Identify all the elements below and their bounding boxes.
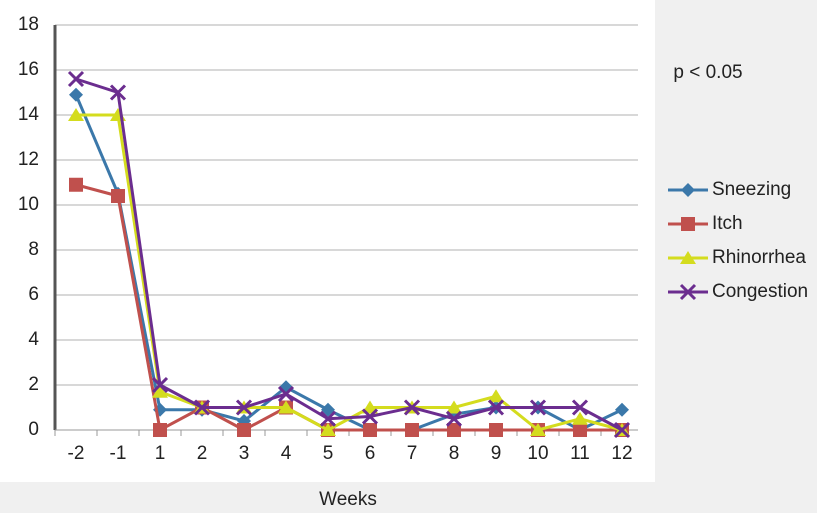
y-tick-label: 16 [18,59,39,80]
data-point [111,189,125,203]
data-point [488,389,504,403]
x-tick-label: -1 [110,443,127,464]
data-point [613,421,631,439]
data-point [319,410,337,427]
legend-label: Sneezing [712,179,791,200]
data-point [573,423,587,437]
data-point [69,87,83,102]
data-point [152,384,168,398]
data-point [151,376,169,394]
data-point [67,70,85,88]
series-line [75,77,623,432]
x-tick-label: 1 [155,443,166,464]
data-point [572,411,588,425]
legend-label: Itch [712,213,743,234]
data-point [68,108,84,121]
data-point [361,408,379,425]
data-point [193,399,211,416]
data-point [363,423,377,437]
x-tick-label: 8 [449,443,460,464]
data-point [235,399,253,416]
y-tick-label: 14 [18,104,40,125]
data-point [487,399,505,416]
data-point [571,399,589,416]
x-tick-label: 9 [491,443,502,464]
legend-marker [680,251,696,264]
x-tick-label: 6 [365,443,376,464]
x-tick-label: 2 [197,443,208,464]
x-tick-label: 7 [407,443,418,464]
data-point [489,423,503,437]
x-tick-label: -2 [68,443,85,464]
x-tick-label: 12 [611,443,632,464]
legend-label: Congestion [712,281,808,302]
data-point [405,423,419,437]
data-point [237,423,251,437]
x-tick-label: 4 [281,443,292,464]
y-tick-label: 18 [18,14,39,35]
data-point [362,400,378,414]
x-axis-label: Weeks [319,489,377,510]
legend-marker [679,283,697,301]
data-point [278,400,294,414]
y-tick-label: 2 [28,374,39,395]
legend-marker [681,217,695,231]
x-tick-label: 5 [323,443,334,464]
y-tick-label: 12 [18,149,39,170]
legend-label: Rhinorrhea [712,247,806,268]
annotation: p < 0.05 [673,62,742,83]
y-tick-label: 8 [28,239,39,260]
data-point [447,423,461,437]
data-point [69,177,83,192]
x-tick-label: 11 [570,443,590,464]
data-point [403,399,421,416]
data-point [529,399,547,416]
data-point [320,423,336,436]
data-point [445,410,463,427]
y-tick-label: 4 [28,329,39,350]
x-tick-label: 10 [527,443,548,464]
data-point [153,423,167,437]
x-tick-label: 3 [239,443,250,464]
data-point [109,84,127,101]
y-tick-label: 0 [28,419,39,440]
data-point [615,402,629,417]
legend-marker [681,183,695,197]
data-point [277,385,295,403]
data-point [446,400,462,414]
y-tick-label: 10 [18,194,39,215]
y-tick-label: 6 [28,284,39,305]
data-point [530,423,546,436]
